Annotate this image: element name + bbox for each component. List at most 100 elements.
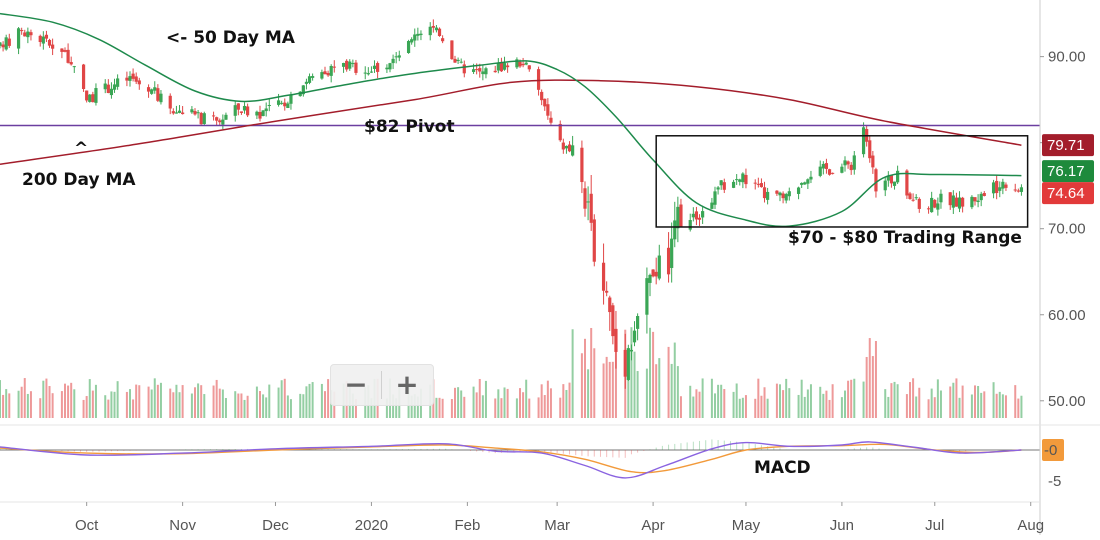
zoom-in-button[interactable]: + [382,365,432,405]
volume-bar [676,366,679,418]
macd-histogram-bar [649,449,651,450]
macd-histogram-bar [729,441,731,450]
volume-bar [224,397,227,418]
volume-bar [153,378,156,418]
macd-histogram-bar [234,449,236,450]
volume-bar [933,397,936,418]
volume-bar [782,390,785,418]
candle-body [567,144,572,152]
volume-bar [757,378,760,418]
candle-body [246,106,250,116]
candle-body [131,73,135,79]
candle-body [177,110,182,113]
volume-bar [611,361,614,418]
candle-body [896,170,900,183]
volume-bar [45,378,48,418]
candle-body [713,191,717,205]
candle-body [156,88,160,101]
candle-body [239,111,244,113]
macd-histogram-bar [123,450,125,451]
candle-body [329,65,333,76]
candle-body [827,169,832,175]
volume-bar [847,380,850,418]
volume-bar [156,384,159,418]
candle-body [437,28,442,37]
price-tag-label: 74.64 [1047,185,1085,202]
volume-bar [203,394,206,418]
ma200-line [0,79,1022,165]
candle-body [926,208,931,210]
candle-body [583,188,587,209]
volume-bar [416,396,419,418]
candle-body [502,63,507,70]
volume-bar [537,397,540,418]
candle-body [456,59,460,61]
candle-body [190,109,194,113]
candle-body [44,34,49,39]
volume-bar [138,385,141,418]
macd-histogram-bar [389,449,391,450]
volume-bar [1020,395,1023,418]
macd-histogram-bar [705,440,707,450]
macd-histogram-bar [117,450,119,452]
volume-bar [717,384,720,418]
candle-body [174,112,179,114]
volume-bar [1004,395,1007,418]
volume-bar [2,394,5,418]
macd-histogram-bar [550,450,552,453]
volume-bar [91,390,94,418]
volume-bar [627,364,630,418]
macd-histogram-bar [383,449,385,450]
macd-histogram-bar [575,450,577,456]
candle-body [710,202,714,209]
macd-histogram-bar [890,449,892,450]
macd-histogram-bar [699,440,701,450]
volume-bar [918,387,921,418]
volume-bar [441,398,444,418]
candle-body [496,63,500,71]
volume-bar [129,389,131,418]
volume-bar [562,384,565,418]
macd-histogram-bar [779,448,781,450]
macd-tag [1042,439,1064,461]
macd-histogram-bar [203,449,205,450]
volume-bar [952,382,955,418]
candle-body [283,102,287,107]
candle-body [948,192,952,206]
candle-body [976,200,980,203]
macd-histogram-bar [872,447,874,450]
x-tick-label: Jun [830,517,854,534]
macd-histogram-bar [240,448,242,450]
candle-body [889,175,894,184]
candle-body [818,166,822,176]
volume-bar [110,391,113,418]
ma50-annotation: <- 50 Day MA [166,28,295,48]
volume-bar [410,395,413,418]
volume-bar [64,383,66,418]
volume-bar [413,394,416,418]
macd-histogram-bar [556,450,558,454]
candle-body [766,191,770,200]
x-tick-label: 2020 [355,517,388,534]
macd-histogram-bar [859,447,861,450]
volume-bar [602,363,605,418]
volume-bar [732,391,735,418]
volume-bar [1014,385,1017,418]
macd-histogram-bar [519,450,521,453]
candle-body [72,66,76,68]
volume-bar [200,385,203,418]
volume-bar [887,396,890,418]
zoom-out-button[interactable]: − [331,365,381,405]
macd-histogram-bar [661,445,663,450]
volume-bar [766,398,769,418]
candle-body [601,262,606,291]
candle-body [775,190,779,194]
candle-body [112,84,117,90]
volume-bar [181,385,184,418]
candle-body [301,85,305,95]
volume-bar [525,379,528,418]
volume-bar [172,392,175,418]
candle-body [332,66,336,68]
candle-body [394,56,398,58]
